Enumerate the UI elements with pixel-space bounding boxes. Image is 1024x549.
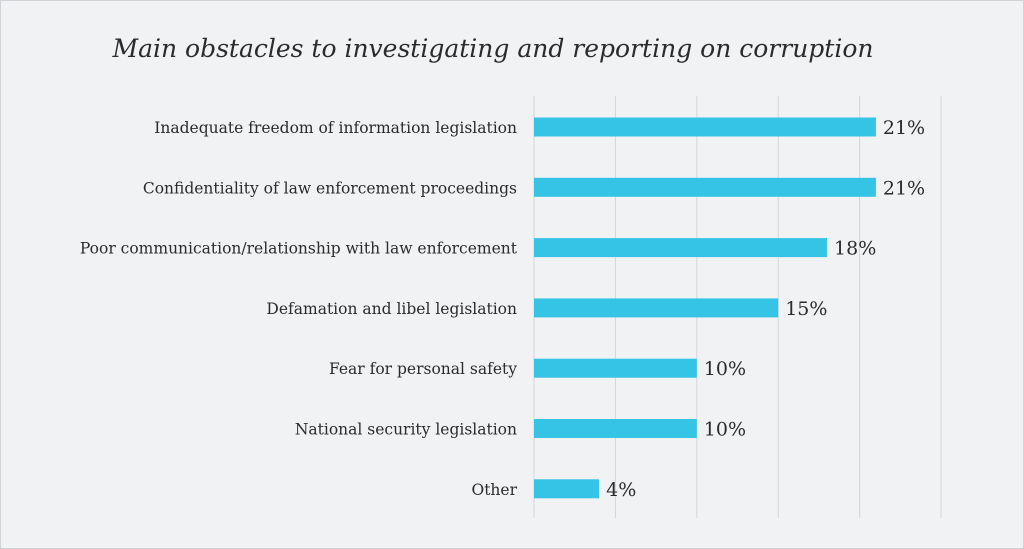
value-label: 21% [883, 117, 925, 139]
bar [534, 298, 779, 318]
category-label: Fear for personal safety [329, 360, 517, 378]
category-label: Poor communication/relationship with law… [80, 240, 518, 258]
bar [534, 479, 600, 499]
bar [534, 238, 828, 258]
value-label: 10% [704, 419, 746, 441]
category-label: National security legislation [295, 421, 517, 439]
value-label: 4% [606, 479, 636, 501]
value-label: 15% [785, 298, 827, 320]
category-label: Inadequate freedom of information legisl… [154, 119, 517, 137]
category-label: Other [471, 481, 517, 499]
category-label: Confidentiality of law enforcement proce… [143, 179, 517, 197]
value-label: 18% [834, 238, 876, 260]
category-label: Defamation and libel legislation [266, 300, 517, 318]
bar [534, 177, 876, 197]
value-label: 10% [704, 358, 746, 380]
chart-title: Main obstacles to investigating and repo… [112, 34, 874, 63]
value-label: 21% [883, 177, 925, 199]
bar [534, 117, 876, 137]
bar [534, 419, 697, 438]
bar [534, 358, 697, 378]
